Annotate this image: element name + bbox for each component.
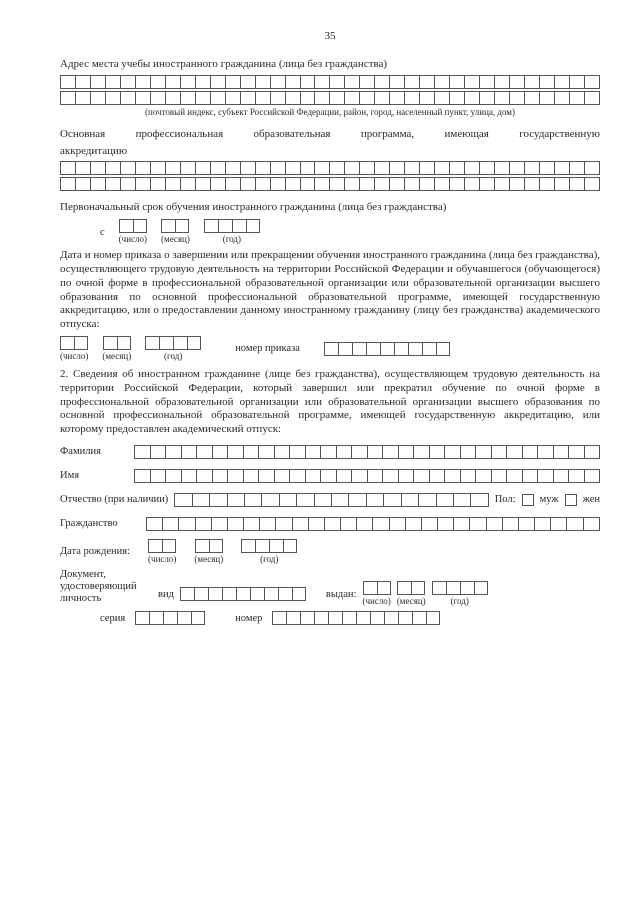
term-year-label: (год)	[223, 234, 241, 245]
program-title-2: аккредитацию	[60, 145, 600, 159]
section2-body: 2. Сведения об иностранном гражданине (л…	[60, 368, 600, 437]
citizenship-cells[interactable]	[146, 517, 600, 531]
number-label: номер	[235, 612, 262, 625]
dob-day[interactable]	[148, 539, 176, 553]
doc-issued-year-label: (год)	[451, 596, 469, 607]
page-number: 35	[60, 30, 600, 44]
term-day[interactable]	[119, 219, 147, 233]
doc-issued-month[interactable]	[397, 581, 425, 595]
dob-year-label: (год)	[260, 554, 278, 565]
name-label: Имя	[60, 469, 128, 482]
order-num-label: номер приказа	[235, 342, 300, 355]
dob-label: Дата рождения:	[60, 545, 130, 558]
doc-label-1: Документ,	[60, 569, 150, 581]
patronymic-cells[interactable]	[174, 493, 488, 507]
sex-label: Пол:	[495, 493, 516, 506]
order-day-label: (число)	[60, 351, 88, 362]
order-day[interactable]	[60, 336, 88, 350]
order-body: Дата и номер приказа о завершении или пр…	[60, 249, 600, 332]
order-year[interactable]	[145, 336, 201, 350]
citizenship-label: Гражданство	[60, 517, 140, 530]
order-month[interactable]	[103, 336, 131, 350]
term-month[interactable]	[161, 219, 189, 233]
address-row2[interactable]	[60, 91, 600, 105]
patronymic-label: Отчество (при наличии)	[60, 493, 168, 506]
doc-kind-label: вид	[158, 588, 174, 601]
doc-issued-day[interactable]	[363, 581, 391, 595]
surname-cells[interactable]	[134, 445, 600, 459]
term-prefix: с	[100, 226, 105, 239]
doc-label-3: личность	[60, 593, 150, 605]
program-row1[interactable]	[60, 161, 600, 175]
number-cells[interactable]	[272, 611, 440, 625]
term-year[interactable]	[204, 219, 260, 233]
form-page: 35 Адрес места учебы иностранного гражда…	[0, 0, 640, 905]
order-num[interactable]	[324, 342, 450, 356]
sex-m-label: муж	[540, 493, 559, 506]
order-year-label: (год)	[164, 351, 182, 362]
address-row1[interactable]	[60, 75, 600, 89]
doc-issued-month-label: (месяц)	[397, 596, 426, 607]
initial-term-title: Первоначальный срок обучения иностранног…	[60, 201, 600, 215]
name-cells[interactable]	[134, 469, 600, 483]
series-cells[interactable]	[135, 611, 205, 625]
address-title: Адрес места учебы иностранного гражданин…	[60, 58, 600, 72]
series-label: серия	[100, 612, 125, 625]
doc-issued-year[interactable]	[432, 581, 488, 595]
doc-issued-label: выдан:	[326, 588, 357, 601]
sex-f-label: жен	[583, 493, 600, 506]
term-day-label: (число)	[119, 234, 147, 245]
dob-month[interactable]	[195, 539, 223, 553]
sex-f-box[interactable]	[565, 494, 577, 506]
address-caption: (почтовый индекс, субъект Российской Фед…	[60, 107, 600, 118]
doc-kind-cells[interactable]	[180, 587, 306, 601]
dob-day-label: (число)	[148, 554, 176, 565]
order-month-label: (месяц)	[102, 351, 131, 362]
term-month-label: (месяц)	[161, 234, 190, 245]
doc-label-2: удостоверяющий	[60, 581, 150, 593]
dob-year[interactable]	[241, 539, 297, 553]
sex-m-box[interactable]	[522, 494, 534, 506]
program-row2[interactable]	[60, 177, 600, 191]
doc-issued-day-label: (число)	[362, 596, 390, 607]
dob-month-label: (месяц)	[194, 554, 223, 565]
program-title-1: Основная профессиональная образовательна…	[60, 128, 600, 142]
surname-label: Фамилия	[60, 445, 128, 458]
